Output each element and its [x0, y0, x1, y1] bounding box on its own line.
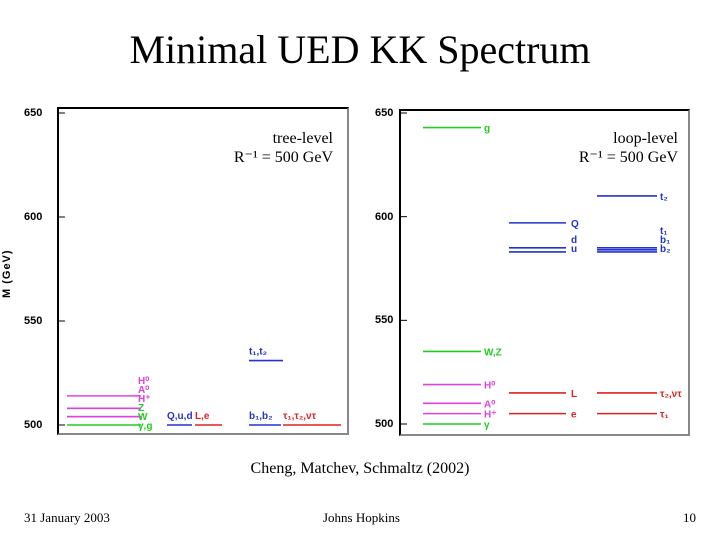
tree-level-label: τ₁,τ₂,ντ: [283, 411, 317, 422]
loop-level-label: b₂: [660, 244, 671, 255]
tree-level-label: H⁰: [138, 376, 149, 387]
loop-level-subtitle: R⁻¹ = 500 GeV: [578, 149, 678, 166]
loop-y-tick-label: 500: [375, 418, 394, 430]
loop-level-title: loop-level: [613, 130, 678, 147]
loop-y-tick-label: 550: [375, 314, 394, 327]
footer-page-number: 10: [683, 510, 696, 525]
footer-date: 31 January 2003: [24, 510, 110, 525]
loop-y-tick-label: 650: [375, 107, 394, 119]
tree-level-label: b₁,b₂: [249, 411, 273, 422]
tree-level-title: tree-level: [272, 130, 333, 147]
loop-level-label: W,Z: [484, 347, 502, 358]
loop-level-label: Q: [571, 219, 579, 230]
loop-level-label: A⁰: [484, 399, 495, 410]
loop-level-label: H⁺: [484, 410, 497, 421]
loop-level-label: γ: [484, 420, 490, 431]
footer-venue: Johns Hopkins: [323, 510, 400, 525]
tree-level-chart: tree-level R⁻¹ = 500 GeV γ,g W Z H⁺ A⁰ H⁰ Q,u,…: [57, 107, 349, 435]
tree-level-label: H⁺: [138, 394, 151, 405]
tree-level-label: Q,u,d: [167, 411, 193, 422]
tree-level-label: A⁰: [138, 385, 149, 396]
loop-level-label: b₁: [660, 235, 670, 246]
tree-level-label: W: [138, 412, 148, 423]
loop-level-label: τ₁: [660, 410, 669, 421]
loop-level-note: loop-level R⁻¹ = 500 GeV: [579, 129, 678, 167]
loop-level-label: τ₂,ντ: [660, 389, 682, 400]
loop-level-label: t₂: [660, 192, 668, 203]
loop-level-label: u: [571, 244, 577, 255]
tree-level-label: Z: [138, 403, 144, 414]
tree-y-tick-label: 650: [24, 107, 43, 119]
y-axis-label: M (GeV): [1, 249, 13, 298]
loop-level-label: t₁: [660, 226, 667, 237]
tree-y-tick-label: 500: [24, 419, 43, 431]
slide-title: Minimal UED KK Spectrum: [129, 27, 591, 72]
tree-y-tick-label: 550: [24, 315, 43, 327]
tree-level-subtitle: R⁻¹ = 500 GeV: [233, 149, 333, 166]
loop-level-label: g: [484, 124, 490, 135]
loop-level-label: e: [571, 410, 577, 421]
tree-level-label: t₁,t₂: [249, 347, 267, 358]
loop-level-label: H⁰: [484, 381, 495, 392]
loop-y-tick-label: 600: [375, 210, 394, 223]
tree-y-tick-label: 600: [24, 211, 43, 223]
citation: Cheng, Matchev, Schmaltz (2002): [250, 460, 470, 477]
tree-level-note: tree-level R⁻¹ = 500 GeV: [234, 129, 333, 167]
loop-level-label: d: [571, 235, 577, 246]
tree-level-label: L,e: [195, 411, 210, 422]
tree-level-label: γ,g: [138, 421, 152, 432]
loop-level-label: L: [571, 389, 577, 400]
